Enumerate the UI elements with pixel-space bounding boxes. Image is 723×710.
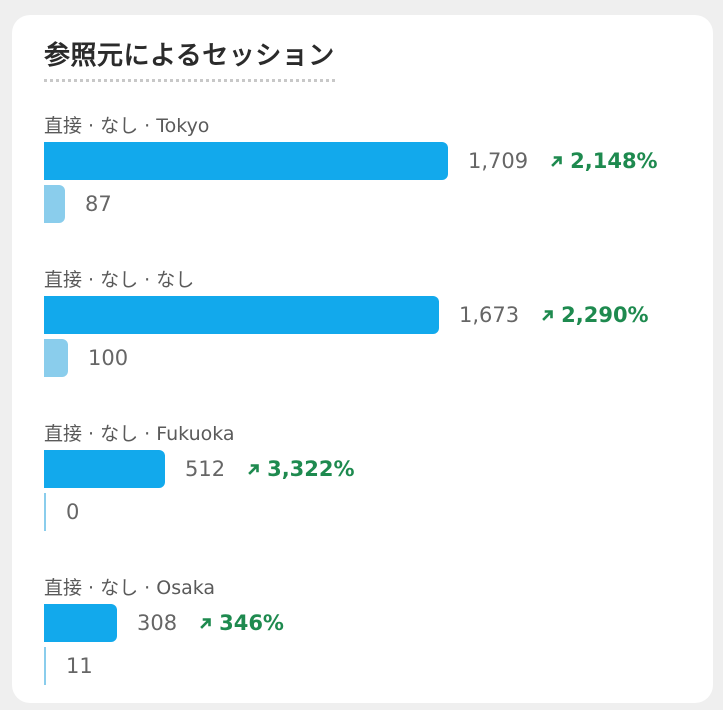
previous-row: 0 [44,492,704,532]
current-row: 1,709 2,148% [44,141,704,181]
source-label: 直接 · なし · Fukuoka [44,423,235,445]
card-title[interactable]: 参照元によるセッション [44,39,335,82]
change-percent: 346% [219,611,284,635]
source-group-none: 直接 · なし · なし 1,673 2,290% 100 [44,267,704,378]
change-badge: 3,322% [247,457,355,481]
arrow-up-right-icon [542,310,553,321]
current-value: 512 [185,457,226,481]
sessions-by-source-card: 参照元によるセッション 直接 · なし · Tokyo 1,709 2,148%… [12,15,713,703]
previous-value: 0 [66,500,80,524]
previous-row: 100 [44,338,704,378]
current-row: 308 346% [44,603,704,643]
previous-value: 100 [88,346,129,370]
current-value: 1,709 [468,149,529,173]
change-badge: 346% [199,611,284,635]
previous-bar[interactable] [44,339,68,377]
source-group-tokyo: 直接 · なし · Tokyo 1,709 2,148% 87 [44,113,704,224]
current-row: 1,673 2,290% [44,295,704,335]
current-row: 512 3,322% [44,449,704,489]
previous-bar[interactable] [44,493,46,531]
previous-bar[interactable] [44,185,65,223]
current-bar[interactable] [44,296,439,334]
current-value: 308 [137,611,178,635]
change-percent: 2,290% [561,303,649,327]
source-group-fukuoka: 直接 · なし · Fukuoka 512 3,322% 0 [44,421,704,532]
previous-row: 11 [44,646,704,686]
current-bar[interactable] [44,142,448,180]
previous-bar[interactable] [44,647,46,685]
source-label: 直接 · なし · なし [44,269,195,291]
source-label: 直接 · なし · Osaka [44,577,216,599]
previous-value: 11 [66,654,93,678]
change-percent: 3,322% [267,457,355,481]
source-group-osaka: 直接 · なし · Osaka 308 346% 11 [44,575,704,686]
change-percent: 2,148% [570,149,658,173]
arrow-up-right-icon [200,618,211,629]
current-bar[interactable] [44,450,165,488]
previous-row: 87 [44,184,704,224]
source-label: 直接 · なし · Tokyo [44,115,210,137]
change-badge: 2,148% [550,149,658,173]
arrow-up-right-icon [248,464,259,475]
current-bar[interactable] [44,604,117,642]
current-value: 1,673 [459,303,520,327]
change-badge: 2,290% [541,303,649,327]
arrow-up-right-icon [551,156,562,167]
previous-value: 87 [85,192,112,216]
